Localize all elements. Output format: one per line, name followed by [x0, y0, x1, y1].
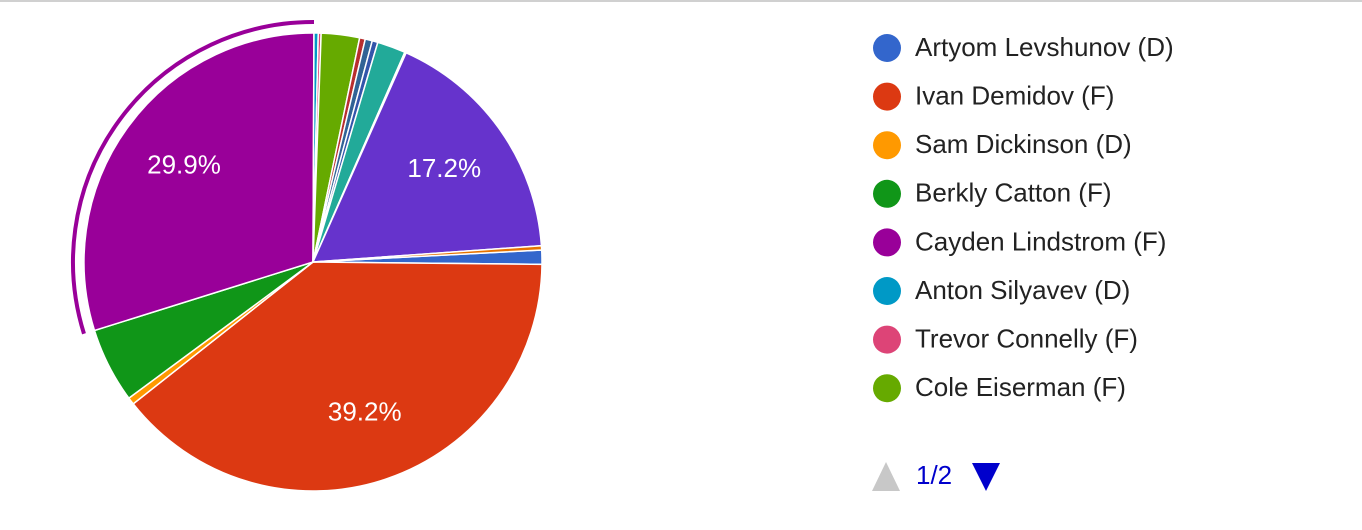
legend-label: Anton Silyavev (D) [915, 275, 1130, 305]
legend-swatch [873, 325, 901, 354]
page-next[interactable] [972, 463, 1000, 491]
page-prev[interactable] [872, 462, 900, 491]
legend-swatch [873, 82, 901, 111]
legend-swatch [873, 277, 901, 305]
legend-label: Berkly Catton (F) [915, 178, 1112, 208]
slice-label: 29.9% [147, 150, 221, 180]
legend-label: Artyom Levshunov (D) [915, 32, 1174, 62]
legend-label: Cayden Lindstrom (F) [915, 226, 1166, 256]
legend-label: Trevor Connelly (F) [915, 323, 1138, 353]
slice-highlight [71, 20, 315, 335]
legend-swatch [873, 131, 901, 160]
legend-label: Ivan Demidov (F) [915, 80, 1114, 110]
pie-slice [132, 261, 543, 492]
page-indicator: 1/2 [916, 460, 952, 490]
pie-slice [312, 244, 543, 263]
pie-slice [311, 51, 543, 263]
legend-swatch [873, 374, 901, 403]
slice-label: 17.2% [407, 153, 481, 183]
legend-label: Sam Dickinson (D) [915, 129, 1132, 159]
legend-label: Cole Eiserman (F) [915, 372, 1126, 402]
legend-swatch [873, 228, 901, 257]
slice-label: 39.2% [328, 397, 402, 427]
pie-slice [83, 32, 315, 332]
legend-swatch [873, 34, 901, 62]
legend-swatch [873, 179, 901, 208]
